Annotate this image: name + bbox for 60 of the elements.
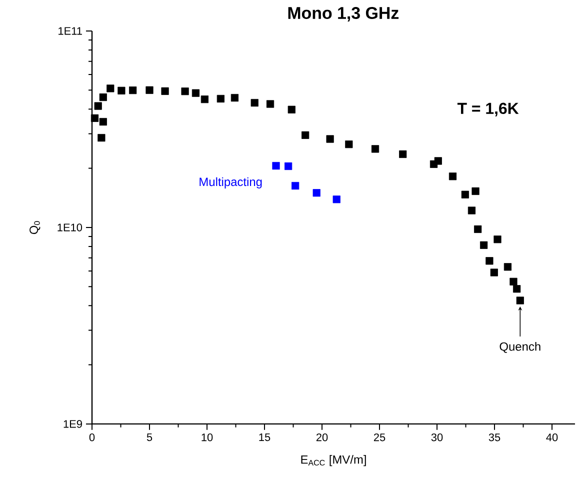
point bbox=[434, 157, 442, 165]
point bbox=[98, 134, 106, 142]
x-tick-label: 5 bbox=[146, 433, 152, 442]
point bbox=[472, 187, 480, 195]
point bbox=[200, 95, 209, 104]
point bbox=[230, 94, 239, 102]
point bbox=[181, 88, 189, 96]
series-label: Multipacting bbox=[200, 177, 262, 188]
point bbox=[129, 86, 137, 94]
y-tick-label: 1E11 bbox=[58, 27, 82, 35]
point bbox=[486, 257, 494, 265]
point bbox=[292, 182, 300, 190]
y-axis-title: Q$_{0}$ bbox=[30, 221, 40, 234]
point bbox=[272, 162, 280, 170]
x-tick-label: 20 bbox=[316, 433, 328, 442]
point bbox=[516, 296, 524, 304]
point bbox=[494, 236, 502, 244]
point bbox=[448, 172, 457, 180]
chart-title: Mono 1,3 GHz bbox=[288, 7, 399, 22]
x-tick-label: 25 bbox=[374, 433, 386, 442]
point bbox=[94, 102, 102, 110]
x-tick-label: 10 bbox=[202, 433, 213, 442]
point bbox=[302, 131, 310, 139]
x-tick-label: 15 bbox=[259, 433, 270, 442]
point bbox=[474, 225, 482, 233]
point bbox=[250, 98, 258, 107]
y-tick-label: 1E9 bbox=[64, 420, 82, 428]
point bbox=[504, 263, 512, 271]
point bbox=[90, 114, 99, 122]
point bbox=[480, 241, 488, 249]
point bbox=[146, 86, 154, 94]
point bbox=[326, 135, 334, 143]
point bbox=[106, 84, 114, 92]
y-tick-label: 1E10 bbox=[58, 224, 82, 232]
point bbox=[216, 94, 224, 103]
point bbox=[490, 268, 498, 276]
point bbox=[266, 100, 274, 108]
point bbox=[461, 190, 469, 198]
x-tick-label: 0 bbox=[89, 433, 95, 442]
x-tick-label: 40 bbox=[546, 433, 558, 442]
point bbox=[513, 285, 521, 293]
annotation: T = 1,6K bbox=[457, 102, 519, 116]
point bbox=[332, 196, 340, 204]
point bbox=[345, 140, 353, 148]
point bbox=[288, 106, 296, 114]
point bbox=[312, 189, 320, 197]
x-tick-label: 35 bbox=[488, 433, 500, 442]
x-axis-title: E$_{ACC}$ [MV/m] bbox=[301, 455, 366, 466]
x-tick-label: 30 bbox=[431, 433, 443, 442]
point bbox=[99, 118, 107, 126]
point bbox=[510, 278, 518, 286]
point bbox=[99, 93, 107, 102]
point bbox=[284, 162, 292, 170]
point bbox=[468, 206, 476, 214]
point bbox=[161, 87, 169, 95]
point bbox=[371, 145, 380, 153]
point bbox=[399, 150, 407, 158]
point bbox=[118, 86, 126, 94]
point bbox=[192, 89, 200, 97]
annotation: Quench bbox=[500, 342, 540, 353]
